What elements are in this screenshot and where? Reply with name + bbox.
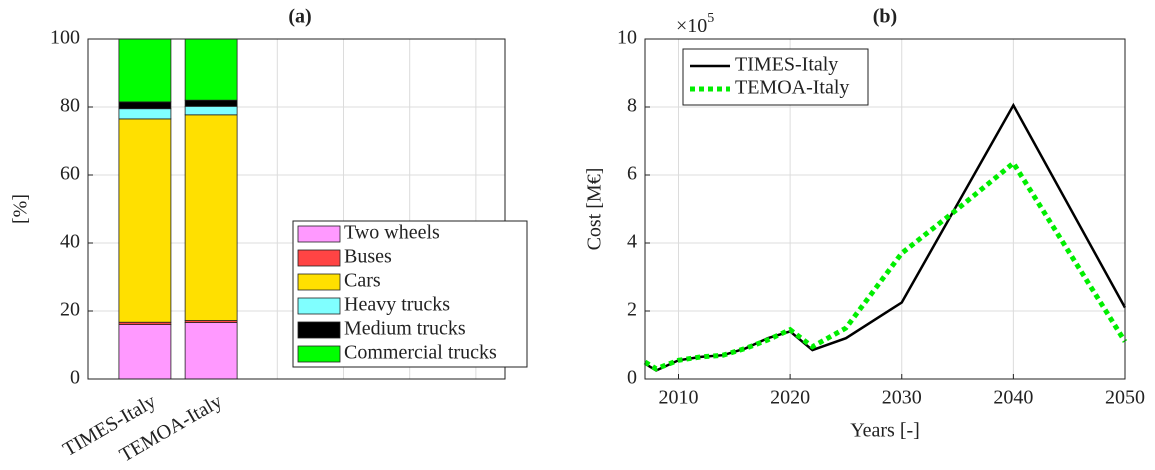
legend-swatch [297,321,341,339]
chart-title: (b) [873,6,897,28]
x-tick-label: 2040 [993,387,1033,409]
bar-segment [118,108,172,120]
legend-label: Medium trucks [344,318,466,340]
y-tick-label: 100 [50,27,80,49]
line-series [644,102,1127,372]
legend-box [682,48,869,106]
axes-frame [644,38,1126,380]
y-tick-label: 80 [60,95,80,117]
legend-label: Cars [344,270,381,292]
chart-title: (a) [288,6,311,28]
y-tick-label: 10 [617,27,637,49]
legend-swatch [297,297,341,315]
y-axis-label: [%] [10,194,32,224]
bar-segment [184,105,238,116]
y-tick-label: 40 [60,231,80,253]
x-tick-label: 2010 [658,387,698,409]
y-tick-label: 6 [627,163,637,185]
y-tick-label: 60 [60,163,80,185]
legend-label: Buses [344,246,392,268]
bar-segment [118,101,172,110]
legend-swatch [297,345,341,363]
y-scale-exponent: 5 [707,11,714,26]
x-tick-label: 2020 [770,387,810,409]
bar-segment [118,324,172,380]
axes-frame [87,38,506,380]
y-tick-label: 0 [70,367,80,389]
y-tick-label: 8 [627,95,637,117]
bar-segment [184,322,238,380]
bar-segment [184,114,238,321]
legend-label: Two wheels [344,222,440,244]
legend-label: Heavy trucks [344,294,450,316]
legend-swatch [297,225,341,243]
y-tick-label: 0 [627,367,637,389]
legend-label: Commercial trucks [344,342,497,364]
y-axis-label: Cost [M€] [584,168,606,251]
y-tick-label: 4 [627,231,637,253]
bar-segment [118,38,172,103]
legend-box [292,220,528,368]
x-tick-label: 2030 [882,387,922,409]
legend-label: TIMES-Italy [735,54,838,76]
bar-segment [118,118,172,323]
legend-swatch [297,273,341,291]
y-tick-label: 2 [627,299,637,321]
bar-segment [184,38,238,101]
y-scale-label: ×105 [676,11,714,36]
legend-swatch [297,249,341,267]
x-axis-label: Years [-] [850,420,920,442]
x-tick-label: 2050 [1105,387,1145,409]
bar-segment [184,99,238,107]
line-series [643,159,1128,372]
y-scale-base: ×10 [676,15,707,37]
y-tick-label: 20 [60,299,80,321]
legend-label: TEMOA-Italy [735,77,849,99]
